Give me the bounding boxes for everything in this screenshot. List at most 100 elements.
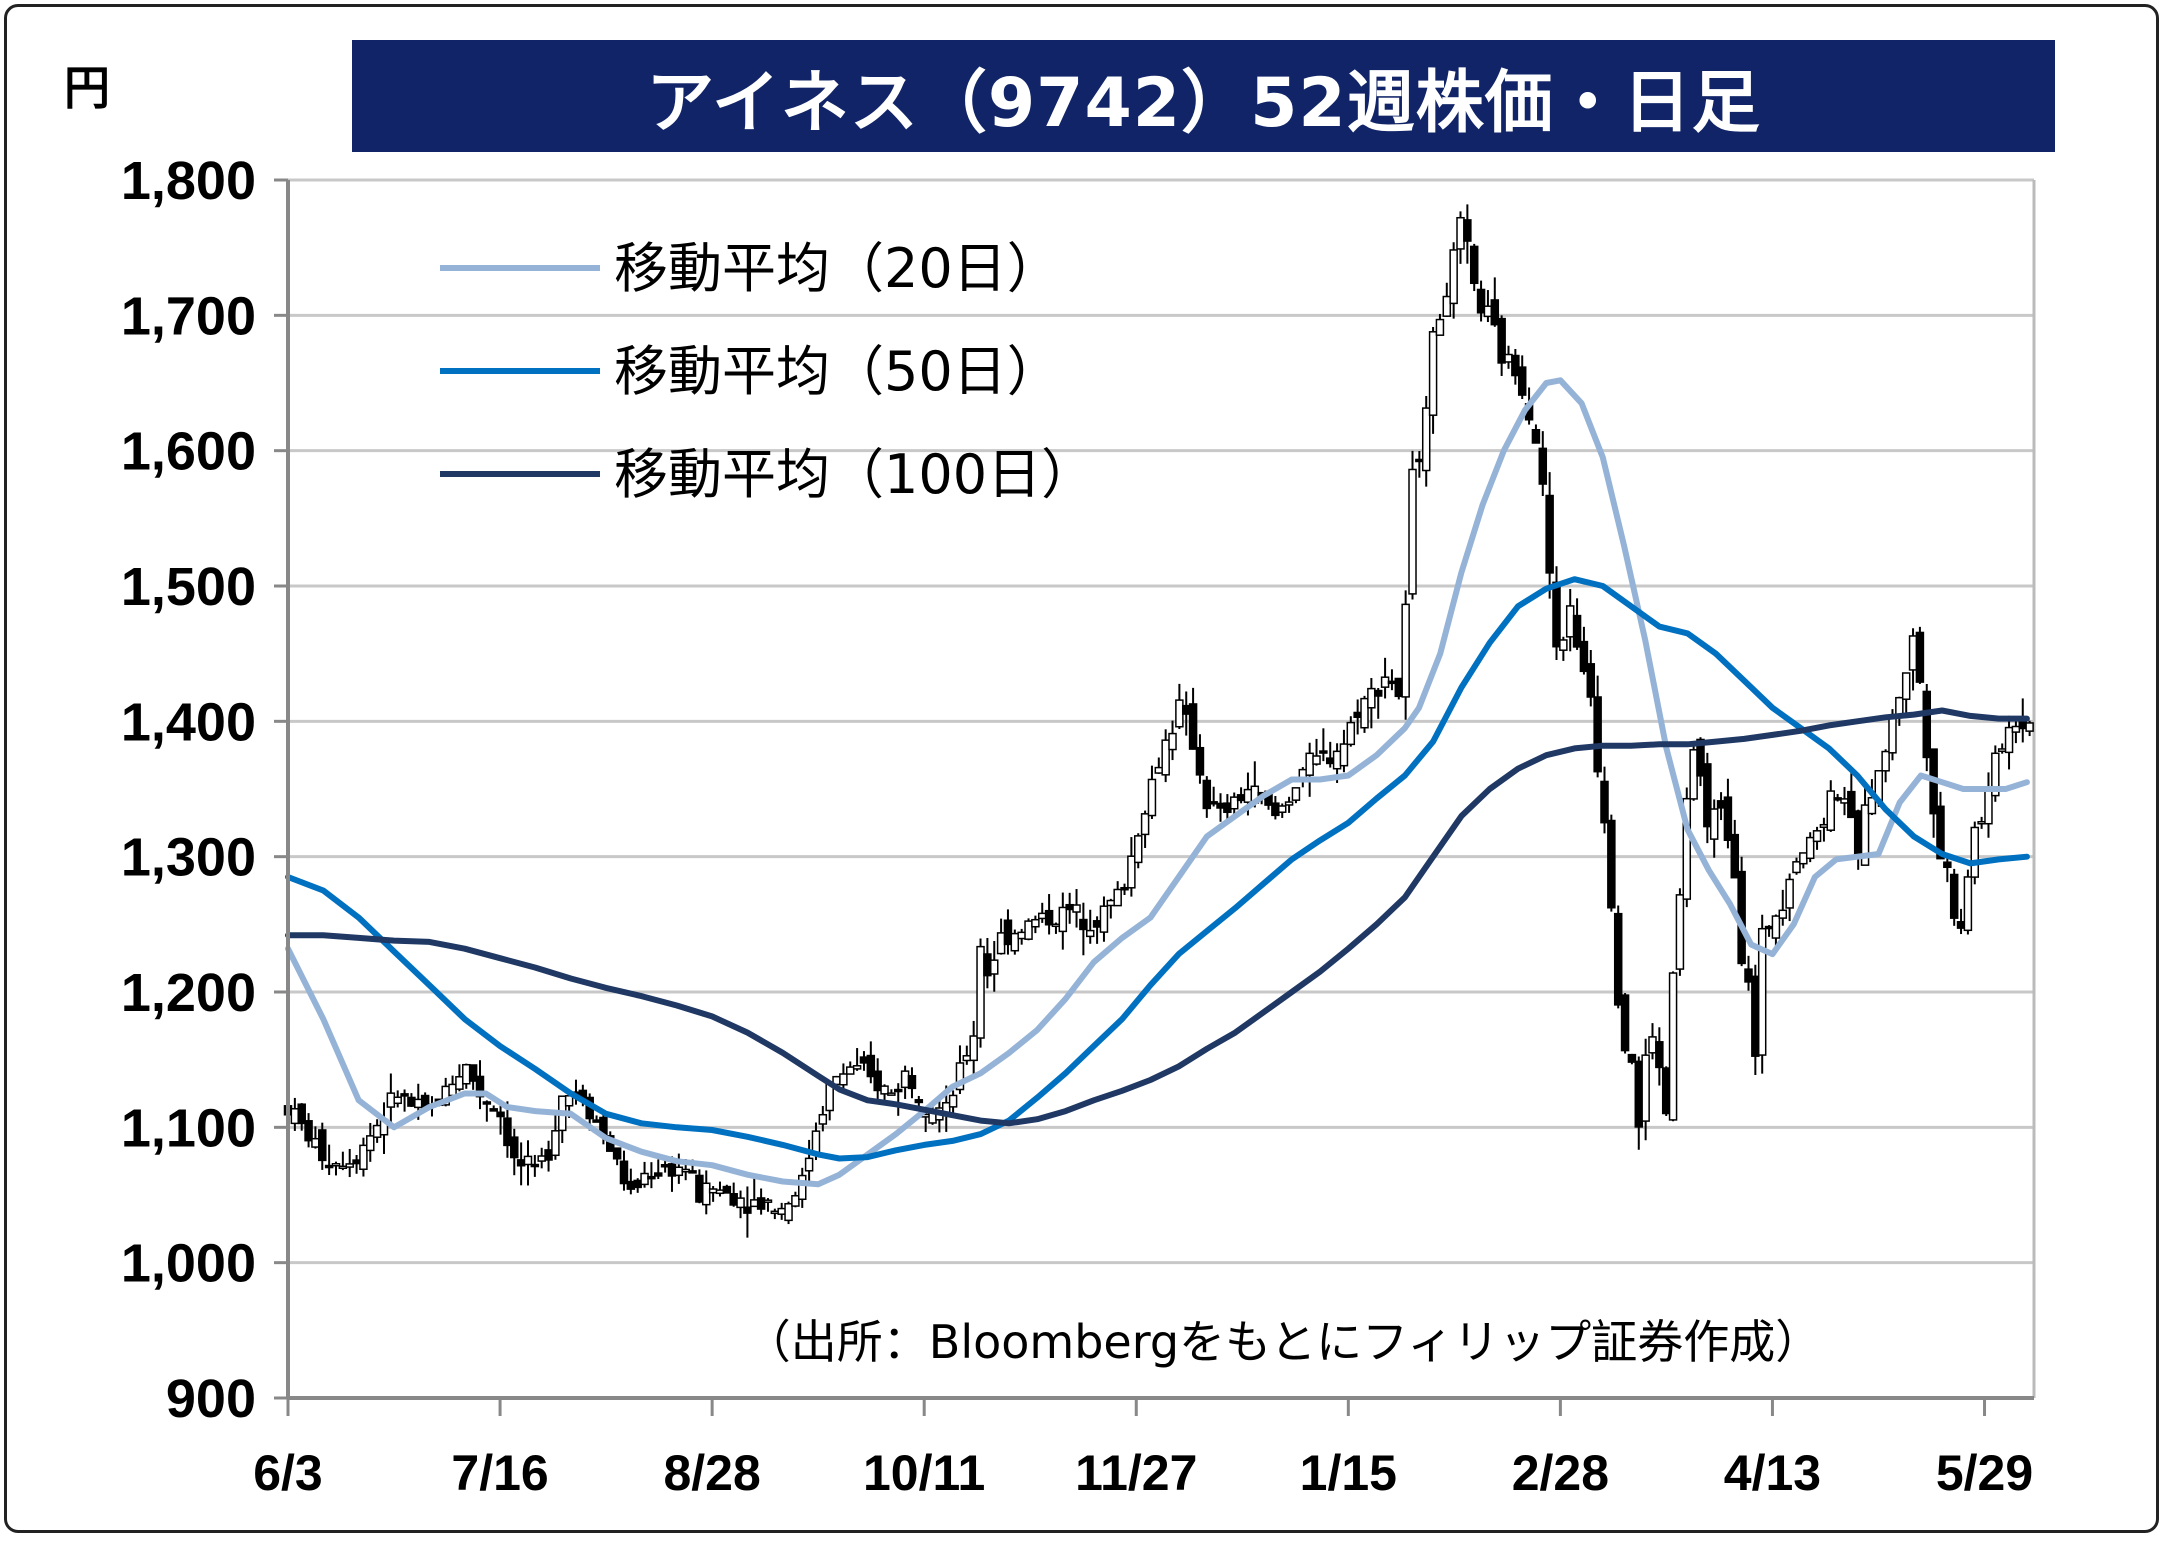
candle-body-down [1833, 797, 1842, 801]
candle-body-down [510, 1136, 519, 1159]
candle-body-down [1079, 918, 1088, 931]
candle [304, 1113, 313, 1148]
candle [976, 938, 985, 1048]
candle [1133, 833, 1143, 869]
candle [804, 1139, 814, 1183]
candle [400, 1089, 409, 1112]
candle [715, 1181, 725, 1197]
grid-lines [288, 178, 2036, 1398]
candle-body-up [1010, 932, 1020, 952]
candle-body-down [318, 1129, 327, 1162]
candle-body-down [1511, 354, 1520, 377]
series-line-ma50 [285, 576, 2030, 1162]
y-tick-label: 1,100 [121, 1098, 256, 1158]
candle-body-up [900, 1070, 910, 1089]
candle-body-up [1401, 603, 1410, 698]
candle [1572, 598, 1582, 650]
candle-body-up [1024, 920, 1033, 940]
candle-body-up [852, 1065, 862, 1070]
candle [1106, 898, 1116, 919]
candle-body-down [647, 1175, 656, 1180]
candle-body-down [1531, 429, 1541, 444]
series-line-ma100 [285, 707, 2030, 1127]
candle [1703, 752, 1712, 844]
candle [852, 1048, 862, 1071]
candle-body-down [1325, 757, 1335, 765]
candle [1202, 776, 1212, 818]
candle-body-up [1305, 752, 1314, 776]
candle-body-up [537, 1155, 546, 1162]
y-tick-label: 1,800 [121, 151, 256, 211]
candle-body-down [756, 1197, 766, 1210]
x-tick-label: 4/13 [1724, 1445, 1821, 1501]
candle [1312, 738, 1321, 766]
candle-body-up [804, 1157, 814, 1172]
y-tick-label: 1,500 [121, 557, 256, 617]
candle [1147, 765, 1157, 819]
candle-body-up [969, 1035, 978, 1062]
candle-body-up [1792, 861, 1801, 874]
candle [1901, 672, 1911, 718]
candle [1319, 728, 1328, 762]
candle-body-up [1161, 739, 1170, 776]
candle-body-up [1099, 905, 1109, 933]
candle [1812, 826, 1822, 850]
candle-body-up [1709, 808, 1719, 840]
candle-body-down [626, 1180, 636, 1190]
candle-body-up [1284, 801, 1294, 806]
candle-body-up [1442, 295, 1452, 317]
candle [1161, 729, 1170, 783]
candle [900, 1065, 910, 1099]
candle-body-down [1703, 763, 1712, 828]
candle [1620, 993, 1630, 1054]
legend-label: 移動平均（50日） [614, 340, 1061, 403]
candle [743, 1186, 752, 1238]
candle-body-down [660, 1164, 670, 1168]
candle-body-down [1373, 689, 1383, 697]
candle-body-up [750, 1199, 759, 1208]
candle-body-down [1387, 680, 1397, 685]
candle [1915, 626, 1925, 684]
candle-body-down [1730, 833, 1740, 879]
candle [1730, 819, 1740, 879]
candle-body-up [1812, 830, 1822, 843]
candle-body-down [516, 1159, 526, 1167]
candle [1325, 741, 1335, 768]
candle [1853, 809, 1863, 870]
candle-body-up [1819, 823, 1829, 828]
candle [503, 1101, 512, 1158]
candle [1565, 588, 1575, 652]
candle [1181, 691, 1191, 736]
candle [1785, 873, 1794, 922]
candle [1051, 922, 1061, 934]
candle-body-down [654, 1172, 663, 1177]
x-tick-label: 1/15 [1300, 1445, 1397, 1501]
candle [1127, 837, 1136, 897]
candle-body-up [1140, 813, 1150, 836]
y-tick-label: 900 [166, 1369, 256, 1429]
candle-body-down [503, 1117, 512, 1147]
candle [1956, 908, 1966, 935]
candle [407, 1093, 416, 1107]
candle [1421, 395, 1431, 487]
candle-body-down [729, 1193, 738, 1206]
candle-body-down [482, 1101, 492, 1105]
candle [722, 1184, 732, 1194]
candle [1607, 814, 1616, 912]
candle-body-down [859, 1056, 869, 1064]
candle-body-down [1552, 581, 1561, 648]
candle-body-up [1168, 732, 1177, 751]
candle [1648, 1023, 1657, 1060]
candle [1079, 902, 1088, 956]
y-tick-label: 1,300 [121, 828, 256, 888]
candle [1277, 803, 1287, 818]
candle-body-up [372, 1124, 382, 1138]
candle-body-up [1867, 797, 1877, 815]
candle-body-up [962, 1055, 972, 1062]
x-tick-label: 7/16 [451, 1445, 548, 1501]
candle-body-down [1716, 800, 1726, 809]
candle [1929, 748, 1938, 838]
candle-body-up [640, 1172, 649, 1186]
candle-body-up [846, 1066, 855, 1075]
